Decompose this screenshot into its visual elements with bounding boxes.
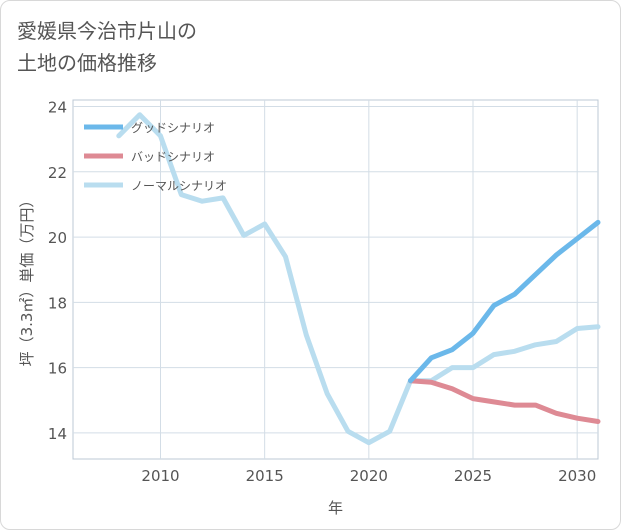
y-tick-label: 24	[48, 99, 67, 117]
x-tick-label: 2030	[558, 467, 596, 485]
y-axis-label: 坪（3.3㎡）単価（万円）	[18, 193, 36, 367]
series-line	[116, 112, 601, 446]
y-tick-label: 14	[48, 425, 67, 443]
legend-label: ノーマルシナリオ	[131, 179, 227, 193]
x-tick-label: 2020	[350, 467, 388, 485]
x-tick-label: 2015	[246, 467, 284, 485]
legend-label: グッドシナリオ	[131, 121, 215, 135]
x-tick-label: 2010	[141, 467, 179, 485]
legend-label: バッドシナリオ	[131, 150, 215, 164]
y-tick-label: 16	[48, 360, 67, 378]
y-tick-label: 18	[48, 294, 67, 312]
x-axis-label: 年	[328, 499, 343, 517]
y-tick-label: 22	[48, 164, 67, 182]
y-tick-label: 20	[48, 229, 67, 247]
x-tick-label: 2025	[454, 467, 492, 485]
series-line	[408, 219, 601, 384]
series-line	[408, 378, 601, 424]
page-title: 愛媛県今治市片山の 土地の価格推移	[17, 19, 197, 75]
